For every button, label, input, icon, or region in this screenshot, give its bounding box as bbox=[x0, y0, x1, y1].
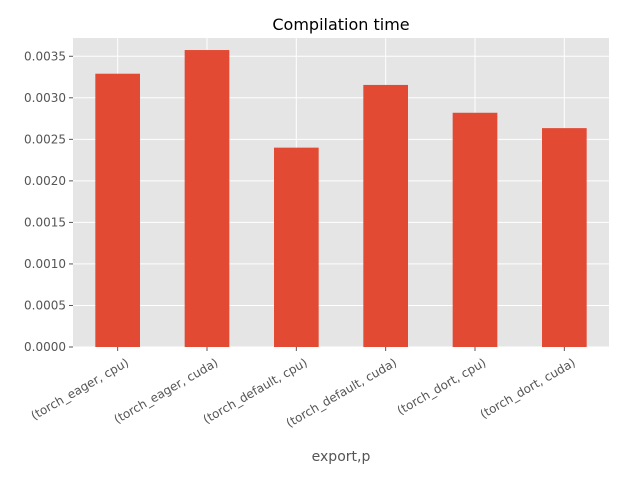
y-tick-label: 0.0020 bbox=[24, 174, 66, 188]
y-tick-label: 0.0015 bbox=[24, 215, 66, 229]
y-tick-label: 0.0000 bbox=[24, 340, 66, 354]
x-axis-ticks: (torch_eager, cpu)(torch_eager, cuda)(to… bbox=[29, 347, 578, 430]
x-tick-label: (torch_dort, cuda) bbox=[478, 355, 578, 421]
bar bbox=[542, 128, 587, 347]
y-tick-label: 0.0010 bbox=[24, 257, 66, 271]
bars bbox=[95, 50, 587, 348]
x-axis-label: export,p bbox=[312, 449, 371, 465]
bar bbox=[274, 147, 319, 347]
bar bbox=[184, 50, 230, 348]
y-tick-label: 0.0035 bbox=[24, 49, 66, 63]
x-tick-label: (torch_dort, cpu) bbox=[395, 355, 489, 417]
bar bbox=[452, 112, 498, 348]
plot-area bbox=[73, 38, 609, 347]
chart-title: Compilation time bbox=[272, 15, 409, 34]
bar bbox=[363, 84, 408, 347]
y-tick-label: 0.0005 bbox=[24, 298, 66, 312]
y-axis-ticks: 0.0000 0.0005 0.0010 0.0015 0.0020 0.0025 0.00… bbox=[24, 49, 73, 354]
y-tick-label: 0.0025 bbox=[24, 132, 66, 146]
y-tick-label: 0.0030 bbox=[24, 91, 66, 105]
bar bbox=[95, 73, 140, 347]
